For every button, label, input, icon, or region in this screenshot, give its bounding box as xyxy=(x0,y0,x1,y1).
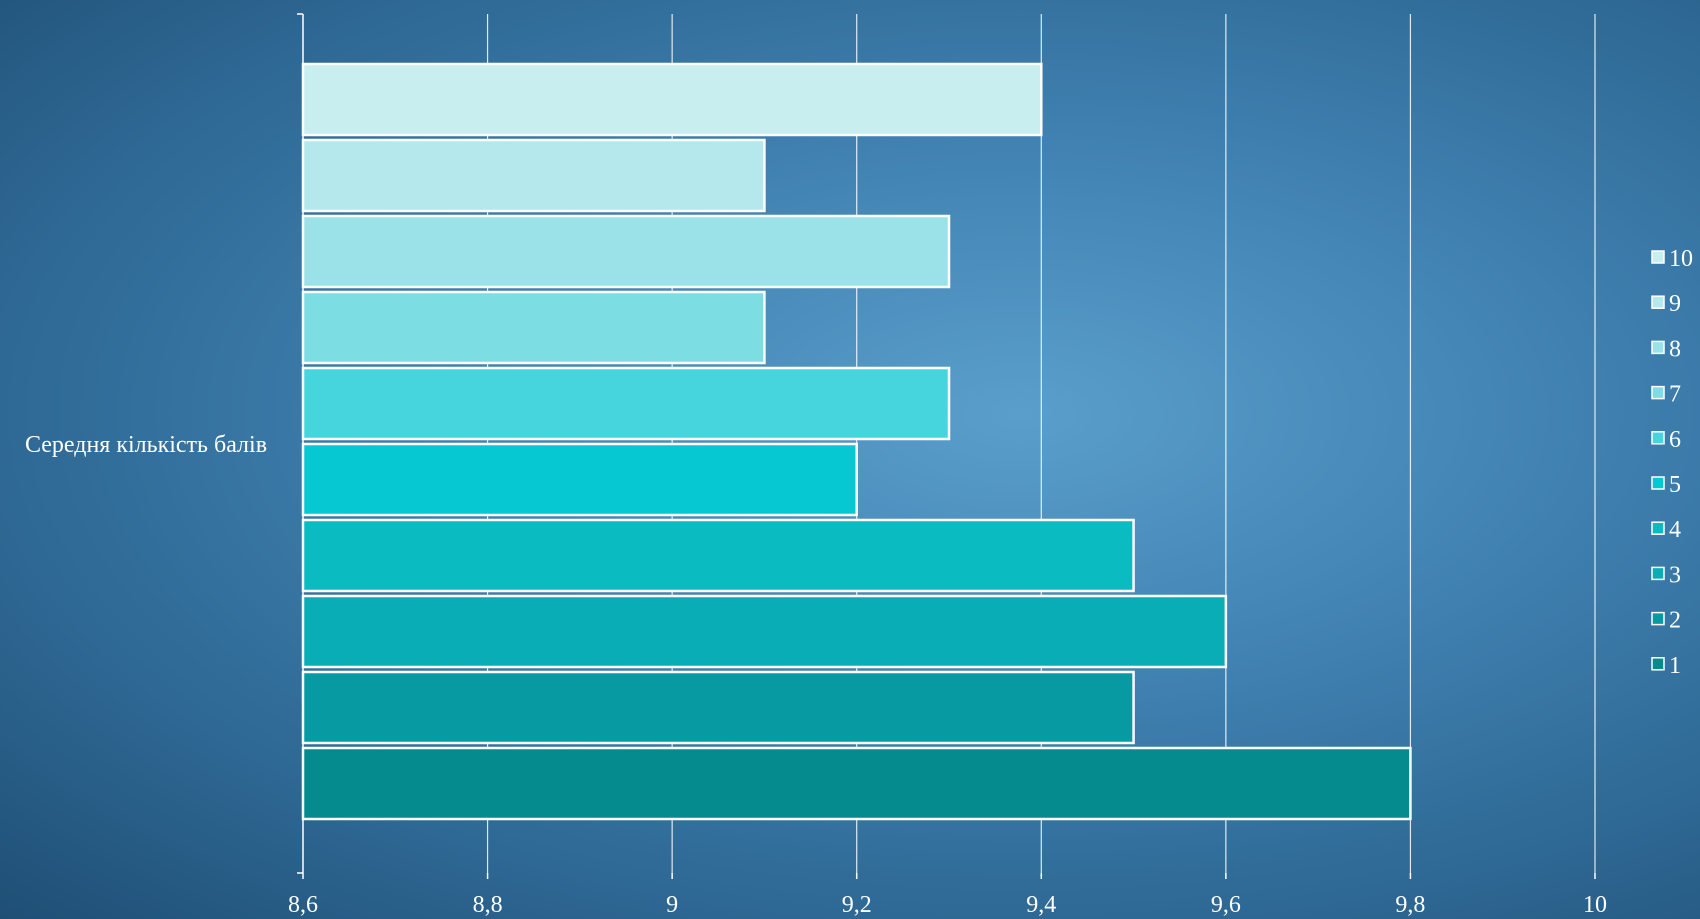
bar-series-8 xyxy=(301,214,951,289)
legend-swatch xyxy=(1651,250,1665,264)
legend-item-6[interactable]: 6 xyxy=(1669,427,1681,453)
legend-swatch xyxy=(1651,340,1665,355)
legend-item-4[interactable]: 4 xyxy=(1669,517,1681,543)
bar-series-3 xyxy=(301,594,1228,669)
x-tick-label: 9,8 xyxy=(1395,892,1425,918)
axes xyxy=(297,13,1596,879)
legend-swatch xyxy=(1651,566,1665,581)
legend-item-1[interactable]: 1 xyxy=(1669,653,1681,679)
category-labels: Середня кількість балів xyxy=(25,432,267,458)
legend-item-7[interactable]: 7 xyxy=(1669,382,1681,408)
legend-item-8[interactable]: 8 xyxy=(1669,336,1681,362)
bar-series-9 xyxy=(301,138,766,213)
legend-item-3[interactable]: 3 xyxy=(1669,562,1681,588)
bar-series-1 xyxy=(301,746,1412,821)
x-tick-label: 9,6 xyxy=(1211,892,1241,918)
x-tick-label: 9,4 xyxy=(1026,892,1056,918)
bar-series-7 xyxy=(301,290,766,365)
bar-series-2 xyxy=(301,670,1135,745)
x-tick-labels: 8,6 8,8 9 9,2 9,4 9,6 9,8 10 xyxy=(288,892,1607,918)
legend-swatch xyxy=(1651,611,1665,626)
category-label: Середня кількість балів xyxy=(25,432,267,458)
bar-series-4 xyxy=(301,518,1135,593)
legend-item-2[interactable]: 2 xyxy=(1669,608,1681,634)
legend-item-5[interactable]: 5 xyxy=(1669,472,1681,498)
legend-swatch xyxy=(1651,521,1665,535)
legend-swatch xyxy=(1651,657,1665,671)
bar-series-10 xyxy=(301,62,1043,137)
legend-swatch xyxy=(1651,476,1665,490)
legend-swatch xyxy=(1651,385,1665,400)
bar-series-6 xyxy=(301,366,951,441)
legend-swatch xyxy=(1651,295,1665,309)
x-tick-label: 9 xyxy=(666,892,678,918)
bars xyxy=(301,62,1412,821)
legend-swatch xyxy=(1651,431,1665,445)
x-tick-label: 10 xyxy=(1583,892,1607,918)
x-tick-label: 8,6 xyxy=(288,892,318,918)
legend-item-10[interactable]: 10 xyxy=(1669,246,1693,272)
legend-item-9[interactable]: 9 xyxy=(1669,291,1681,317)
legend[interactable]: 10 9 8 7 6 5 4 3 2 1 xyxy=(1651,246,1693,679)
x-tick-label: 9,2 xyxy=(842,892,872,918)
x-tick-label: 8,8 xyxy=(473,892,503,918)
bar-series-5 xyxy=(301,442,858,517)
